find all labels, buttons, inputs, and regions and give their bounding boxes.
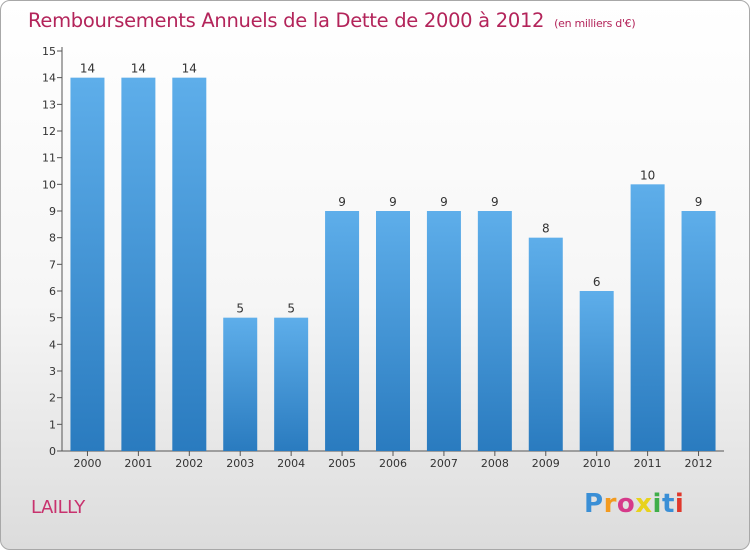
x-tick-label: 2011: [634, 457, 662, 470]
x-tick-label: 2008: [481, 457, 509, 470]
x-tick-label: 2010: [583, 457, 611, 470]
bar: [630, 184, 665, 452]
y-tick-label: 5: [49, 312, 56, 325]
x-tick-label: 2004: [277, 457, 305, 470]
bar-value-label: 8: [542, 222, 550, 236]
bar: [172, 77, 207, 452]
bar: [121, 77, 156, 452]
bar-value-label: 9: [338, 195, 346, 209]
chart-subtitle: (en milliers d'€): [554, 17, 636, 30]
bar-value-label: 9: [491, 195, 499, 209]
logo-letter: x: [635, 489, 653, 519]
bar: [223, 317, 258, 451]
logo-letter: P: [584, 489, 604, 519]
bar: [477, 211, 512, 451]
y-tick-label: 8: [49, 232, 56, 245]
bar-value-label: 9: [440, 195, 448, 209]
logo-letter: t: [661, 489, 675, 519]
y-tick-label: 9: [49, 205, 56, 218]
y-tick-label: 15: [42, 45, 56, 58]
logo-letter: i: [652, 489, 662, 519]
y-tick-label: 10: [42, 178, 56, 191]
bar-value-label: 14: [131, 62, 146, 76]
x-tick-label: 2007: [430, 457, 458, 470]
bar: [426, 211, 461, 451]
bar-value-label: 14: [80, 62, 95, 76]
x-tick-label: 2006: [379, 457, 407, 470]
bar: [70, 77, 105, 452]
logo-letter: o: [616, 489, 636, 519]
bar: [681, 211, 716, 451]
bar-value-label: 5: [236, 302, 244, 316]
x-tick-label: 2002: [175, 457, 203, 470]
x-tick-label: 2012: [685, 457, 713, 470]
x-tick-label: 2005: [328, 457, 356, 470]
proxiti-logo: Proxiti: [584, 489, 684, 519]
logo-letter: i: [674, 489, 685, 519]
y-tick-label: 13: [42, 98, 56, 111]
y-tick-label: 6: [49, 285, 56, 298]
bar: [325, 211, 360, 451]
bar-value-label: 10: [640, 168, 655, 182]
chart-title: Remboursements Annuels de la Dette de 20…: [28, 9, 636, 32]
y-tick-label: 2: [49, 392, 56, 405]
y-tick-label: 11: [42, 152, 56, 165]
bar-value-label: 6: [593, 275, 601, 289]
bar: [528, 237, 563, 451]
y-tick-label: 7: [49, 258, 56, 271]
y-tick-label: 3: [49, 365, 56, 378]
x-tick-label: 2003: [226, 457, 254, 470]
bar-value-label: 9: [389, 195, 397, 209]
x-tick-label: 2000: [73, 457, 101, 470]
y-tick-label: 14: [42, 72, 56, 85]
x-tick-label: 2001: [124, 457, 152, 470]
chart-title-text: Remboursements Annuels de la Dette de 20…: [28, 9, 545, 32]
y-tick-label: 1: [49, 418, 56, 431]
logo-letter: r: [603, 489, 617, 519]
bar: [579, 291, 614, 451]
x-tick-label: 2009: [532, 457, 560, 470]
bar: [274, 317, 309, 451]
y-tick-label: 4: [49, 338, 56, 351]
bar-value-label: 14: [182, 62, 197, 76]
y-tick-label: 12: [42, 125, 56, 138]
y-tick-label: 0: [49, 445, 56, 458]
bar-value-label: 9: [695, 195, 703, 209]
commune-name: LAILLY: [31, 497, 85, 518]
bar: [376, 211, 410, 451]
bar-value-label: 5: [287, 302, 295, 316]
